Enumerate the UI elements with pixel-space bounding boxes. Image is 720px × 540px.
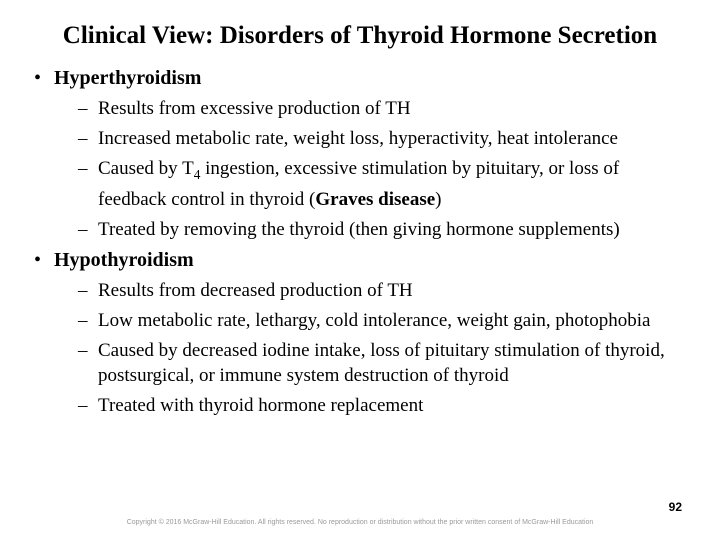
sub-point: Increased metabolic rate, weight loss, h… (78, 126, 692, 151)
bullet-list: Hyperthyroidism Results from excessive pr… (28, 66, 692, 418)
sub-point: Low metabolic rate, lethargy, cold intol… (78, 308, 692, 333)
topic-item: Hyperthyroidism Results from excessive pr… (32, 66, 692, 242)
sub-point: Treated with thyroid hormone replacement (78, 393, 692, 418)
sub-point: Results from decreased production of TH (78, 278, 692, 303)
topic-heading: Hyperthyroidism (54, 66, 692, 90)
sub-point: Caused by decreased iodine intake, loss … (78, 338, 692, 388)
sub-list: Results from decreased production of TH L… (54, 278, 692, 418)
sub-point: Caused by T4 ingestion, excessive stimul… (78, 156, 692, 212)
topic-item: Hypothyroidism Results from decreased pro… (32, 248, 692, 418)
slide-title: Clinical View: Disorders of Thyroid Horm… (28, 22, 692, 50)
topic-heading: Hypothyroidism (54, 248, 692, 272)
sub-list: Results from excessive production of TH I… (54, 96, 692, 242)
sub-point: Treated by removing the thyroid (then gi… (78, 217, 692, 242)
page-number: 92 (669, 500, 682, 514)
sub-point: Results from excessive production of TH (78, 96, 692, 121)
copyright-footer: Copyright © 2016 McGraw-Hill Education. … (0, 519, 720, 526)
